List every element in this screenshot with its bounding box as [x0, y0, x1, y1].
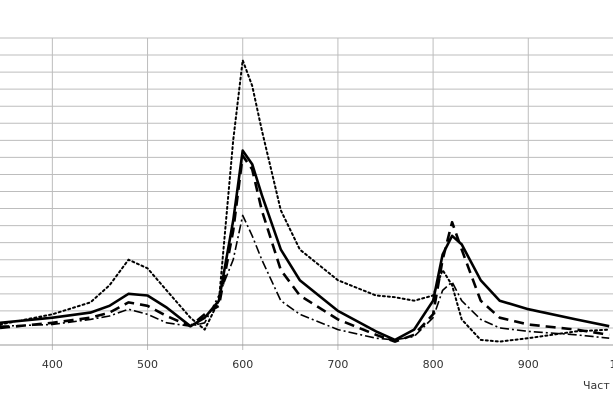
x-tick-label: 700 — [327, 358, 348, 371]
x-tick-label: 500 — [137, 358, 158, 371]
x-tick-label: 600 — [232, 358, 253, 371]
x-tick-label: 800 — [423, 358, 444, 371]
series-line — [0, 59, 611, 343]
series-line — [0, 214, 610, 341]
x-axis-title: Част — [583, 379, 610, 392]
series-line — [0, 149, 610, 342]
x-tick-label: 1000 — [609, 358, 613, 371]
x-tick-label: 400 — [42, 358, 63, 371]
series-line — [0, 154, 610, 343]
x-tick-label: 900 — [518, 358, 539, 371]
